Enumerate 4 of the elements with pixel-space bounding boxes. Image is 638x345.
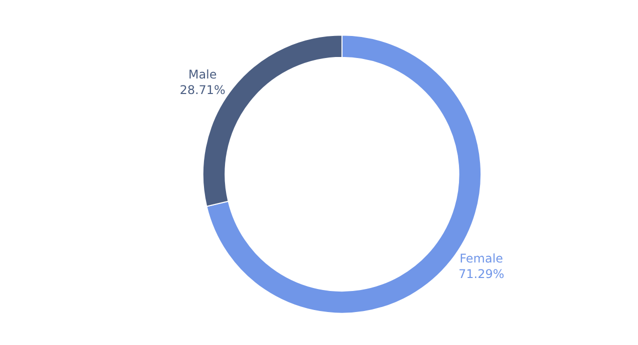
data-label: 28.71% bbox=[180, 83, 226, 98]
slice-label: Male bbox=[188, 67, 217, 82]
data-label: 71.29% bbox=[458, 266, 504, 281]
slice-label: Female bbox=[460, 251, 504, 266]
